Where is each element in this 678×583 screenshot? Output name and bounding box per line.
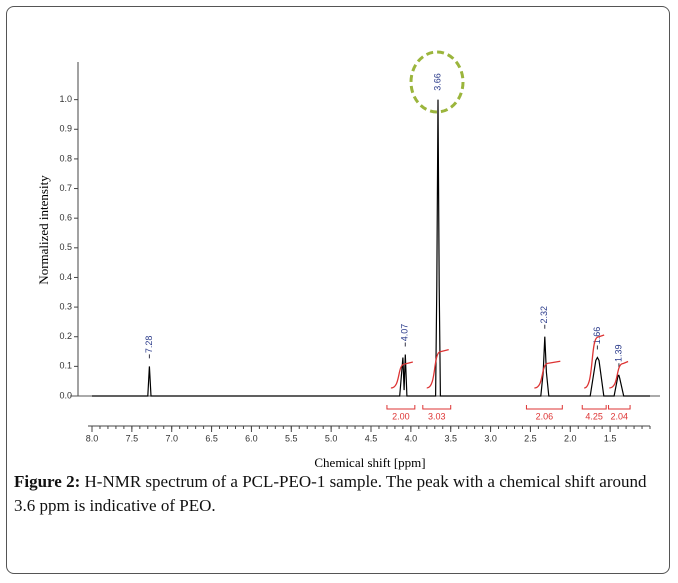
x-tick-label: 6.0 [245, 433, 258, 443]
highlight-circle [409, 50, 465, 114]
integral-curve [390, 361, 414, 389]
x-tick-label: 5.0 [325, 433, 338, 443]
integral-bracket [386, 405, 416, 410]
y-tick-label: 0.4 [59, 272, 72, 282]
x-axis-label: Chemical shift [ppm] [314, 455, 425, 470]
peak-label: 2.32 [539, 306, 549, 324]
integral-curve [583, 334, 605, 389]
y-tick-label: 0.9 [59, 124, 72, 134]
y-tick-label: 0.0 [59, 390, 72, 400]
integral-label: 2.04 [611, 411, 629, 421]
integral-bracket [608, 405, 631, 410]
integral-bracket [581, 405, 607, 410]
x-tick-label: 5.5 [285, 433, 298, 443]
integral-curve [426, 349, 449, 389]
figure-frame [6, 6, 670, 574]
caption: Figure 2: H-NMR spectrum of a PCL-PEO-1 … [14, 470, 664, 518]
x-tick-label: 6.5 [205, 433, 218, 443]
x-tick-label: 3.0 [484, 433, 497, 443]
x-tick-label: 4.5 [365, 433, 378, 443]
x-tick-label: 4.0 [405, 433, 418, 443]
integral-label: 2.00 [392, 411, 410, 421]
y-tick-label: 0.3 [59, 301, 72, 311]
x-tick-label: 2.0 [564, 433, 577, 443]
integral-label: 4.25 [585, 411, 603, 421]
x-tick-label: 2.5 [524, 433, 537, 443]
y-tick-label: 0.8 [59, 153, 72, 163]
integral-bracket [422, 405, 452, 410]
integral-curve [609, 360, 629, 389]
peak-label: 1.66 [592, 327, 602, 345]
peak-label: 1.39 [613, 344, 623, 362]
peak-label: 7.28 [144, 336, 154, 354]
integral-label: 2.06 [536, 411, 554, 421]
x-tick-label: 1.5 [604, 433, 617, 443]
spectrum-line [92, 99, 650, 397]
x-tick-label: 3.5 [444, 433, 457, 443]
y-tick-label: 0.1 [59, 361, 72, 371]
integral-bracket [525, 405, 563, 410]
integral-curve [534, 360, 561, 389]
y-tick-label: 0.2 [59, 331, 72, 341]
x-tick-label: 7.5 [126, 433, 139, 443]
peak-label: 4.07 [400, 324, 410, 342]
y-tick-label: 0.5 [59, 242, 72, 252]
caption-text: H-NMR spectrum of a PCL-PEO-1 sample. Th… [14, 472, 647, 515]
y-axis-label: Normalized intensity [36, 175, 51, 285]
caption-label: Figure 2: [14, 472, 81, 491]
y-tick-label: 0.6 [59, 213, 72, 223]
y-tick-label: 1.0 [59, 94, 72, 104]
y-tick-label: 0.7 [59, 183, 72, 193]
x-tick-label: 8.0 [86, 433, 99, 443]
integral-label: 3.03 [428, 411, 446, 421]
x-tick-label: 7.0 [165, 433, 178, 443]
peak-label: 3.66 [432, 73, 442, 91]
